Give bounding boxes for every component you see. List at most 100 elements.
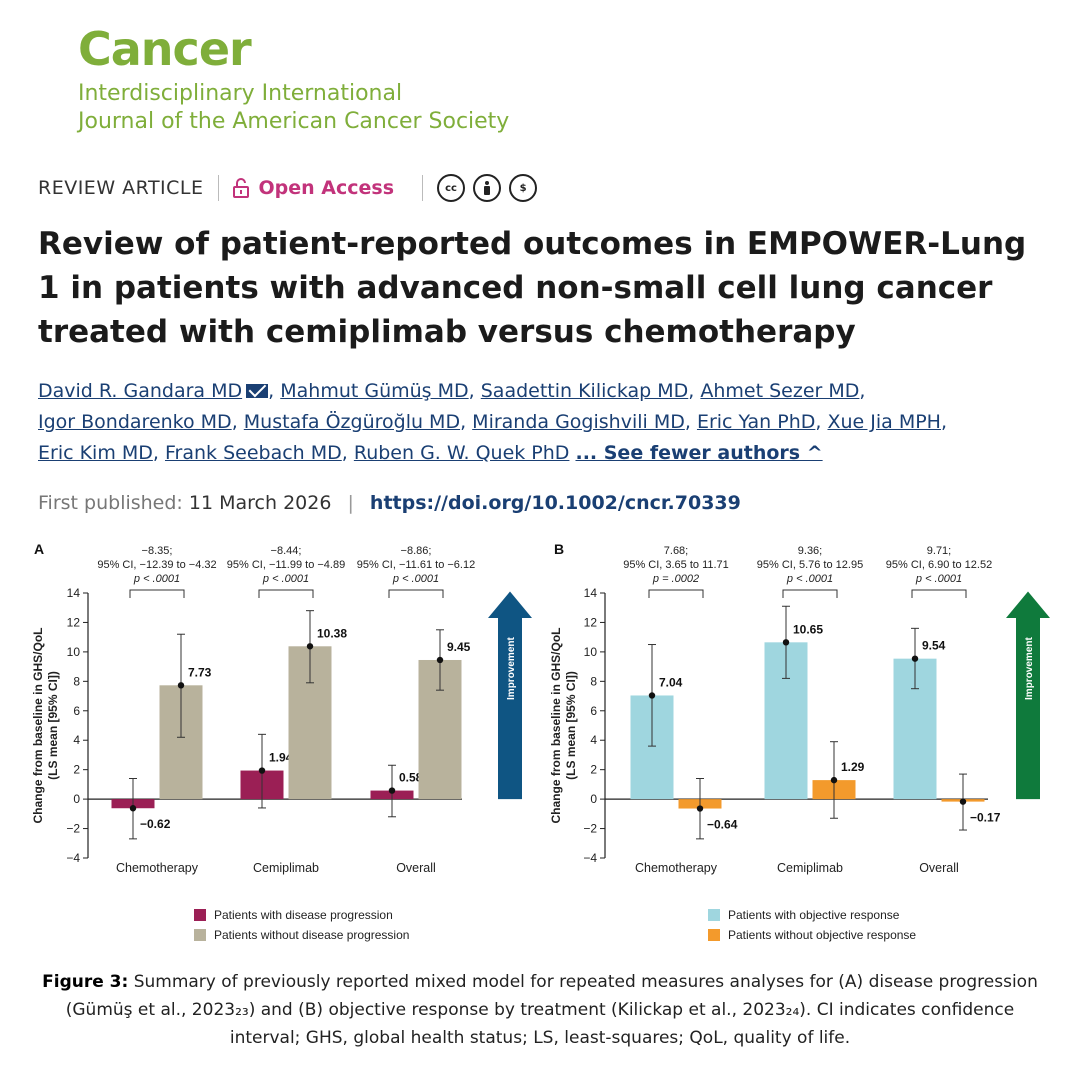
legend-label: Patients without disease progression (214, 928, 409, 942)
open-access-badge[interactable]: Open Access (232, 177, 394, 199)
y-tick-label: 0 (73, 792, 80, 806)
data-label: 10.38 (317, 626, 347, 640)
legend-swatch (708, 909, 720, 921)
point-estimate (388, 787, 396, 794)
author-link[interactable]: David R. Gandara MD (38, 380, 243, 402)
legend-label: Patients with disease progression (214, 908, 393, 922)
data-label: −0.17 (970, 811, 1001, 825)
author-link[interactable]: Frank Seebach MD (164, 442, 342, 464)
publication-info: First published: 11 March 2026 | https:/… (38, 492, 741, 514)
separator: | (347, 492, 354, 514)
data-label: −0.64 (707, 818, 738, 832)
legend-swatch (708, 929, 720, 941)
y-tick-label: 14 (67, 586, 81, 600)
y-axis-label: (LS mean [95% CI]) (46, 671, 60, 780)
journal-subtitle-line2: Journal of the American Cancer Society (78, 109, 510, 134)
point-estimate (830, 776, 838, 784)
envelope-icon[interactable] (246, 384, 269, 398)
improvement-arrow (1006, 591, 1050, 800)
y-tick-label: 0 (590, 792, 597, 806)
data-label: 7.73 (188, 665, 212, 679)
point-estimate (782, 639, 790, 646)
data-label: −0.62 (140, 817, 171, 831)
improvement-label: Improvement (1024, 637, 1035, 700)
cc-icon: cc (437, 174, 466, 202)
data-label: 1.29 (841, 760, 865, 774)
annotation-ci: 95% CI, 6.90 to 12.52 (886, 559, 992, 571)
legend-swatch (194, 929, 206, 941)
legend-label: Patients with objective response (728, 908, 900, 922)
y-tick-label: 12 (67, 615, 81, 629)
see-fewer-authors-button[interactable]: ... See fewer authors ^ (575, 442, 823, 464)
y-tick-label: 14 (584, 586, 598, 600)
point-estimate (177, 682, 185, 689)
y-tick-label: −4 (66, 851, 80, 865)
annotation-ci: 95% CI, −12.39 to −4.32 (97, 559, 216, 571)
author-link[interactable]: Mahmut Gümüş MD (280, 380, 469, 402)
journal-subtitle: Interdisciplinary International Journal … (78, 80, 509, 136)
y-tick-label: 10 (67, 645, 81, 659)
annotation-p-value: p = .0002 (652, 573, 699, 585)
comparison-bracket (648, 589, 704, 598)
y-tick-label: −2 (583, 822, 597, 836)
author-link[interactable]: Miranda Gogishvili MD (472, 411, 685, 433)
x-category-label: Chemotherapy (116, 861, 199, 875)
author-link[interactable]: Igor Bondarenko MD (38, 411, 232, 433)
y-tick-label: 6 (590, 704, 597, 718)
data-label: 7.04 (659, 675, 683, 689)
article-title: Review of patient-reported outcomes in E… (38, 226, 1027, 350)
y-tick-label: 6 (73, 704, 80, 718)
author-link[interactable]: Saadettin Kilickap MD (480, 380, 689, 402)
data-label: 9.54 (922, 639, 946, 653)
point-estimate (306, 643, 314, 650)
y-tick-label: 2 (73, 763, 80, 777)
first-published-label: First published: (38, 492, 183, 514)
license-icons[interactable]: cc $ (437, 174, 538, 202)
annotation-ci: 95% CI, 5.76 to 12.95 (757, 559, 863, 571)
improvement-label: Improvement (506, 637, 517, 700)
divider (422, 175, 424, 201)
annotation-estimate: 7.68; (664, 545, 688, 557)
y-axis-label: (LS mean [95% CI]) (564, 671, 578, 780)
author-link[interactable]: Ruben G. W. Quek PhD (353, 442, 570, 464)
point-estimate (258, 767, 266, 774)
comparison-bracket (129, 589, 185, 598)
attribution-icon (473, 174, 502, 202)
annotation-ci: 95% CI, −11.99 to −4.89 (227, 559, 345, 571)
figure-panel-b: B −4 −2 0 2 4 6 8 10 12 14 Change from baseline in … (549, 541, 1050, 942)
author-link[interactable]: Eric Kim MD (38, 442, 153, 464)
y-tick-label: −2 (66, 822, 80, 836)
annotation-p-value: p < .0001 (133, 573, 180, 585)
doi-link[interactable]: https://doi.org/10.1002/cncr.70339 (369, 492, 741, 514)
annotation-p-value: p < .0001 (915, 573, 962, 585)
comparison-bracket (388, 589, 444, 598)
y-tick-label: 4 (590, 733, 597, 747)
author-link[interactable]: Xue Jia MPH (827, 411, 941, 433)
journal-subtitle-line1: Interdisciplinary International (78, 81, 403, 106)
annotation-p-value: p < .0001 (262, 573, 309, 585)
author-list: David R. Gandara MD, Mahmut Gümüş MD, Sa… (38, 380, 948, 464)
point-estimate (696, 805, 704, 812)
point-estimate (959, 798, 967, 805)
article-meta-row: REVIEW ARTICLE Open Access cc $ (38, 174, 538, 202)
annotation-ci: 95% CI, −11.61 to −6.12 (357, 559, 475, 571)
annotation-estimate: −8.35; (142, 545, 173, 557)
lock-open-icon (232, 178, 249, 198)
annotation-p-value: p < .0001 (786, 573, 833, 585)
comparison-bracket (782, 589, 838, 598)
y-axis-label: Change from baseline in GHS/QoL (549, 627, 563, 823)
y-tick-label: −4 (583, 851, 597, 865)
author-link[interactable]: Eric Yan PhD (696, 411, 816, 433)
y-tick-label: 2 (590, 763, 597, 777)
author-link[interactable]: Mustafa Özgüroğlu MD (243, 411, 461, 433)
annotation-ci: 95% CI, 3.65 to 11.71 (623, 559, 729, 571)
point-estimate (911, 655, 919, 662)
y-tick-label: 8 (73, 674, 80, 688)
comparison-bracket (258, 589, 314, 598)
y-tick-label: 12 (584, 615, 598, 629)
legend-label: Patients without objective response (728, 928, 916, 942)
x-category-label: Overall (919, 861, 959, 875)
figure-caption-text: Summary of previously reported mixed mod… (65, 972, 1038, 1048)
journal-name: Cancer (78, 22, 252, 76)
author-link[interactable]: Ahmet Sezer MD (700, 380, 860, 402)
